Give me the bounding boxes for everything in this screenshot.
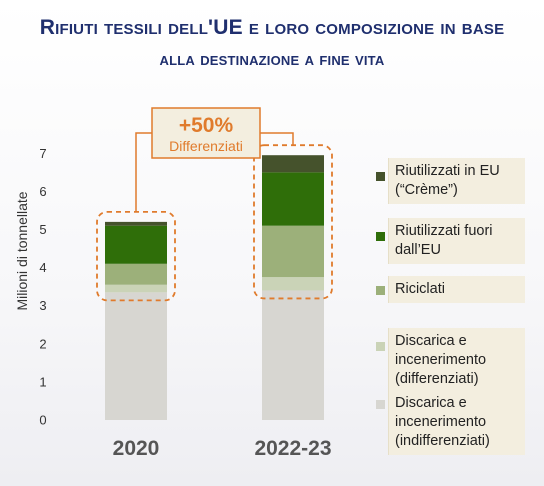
y-tick-label: 0 [39,413,46,428]
legend-label-disposal-sorted: Discarica e incenerimento (differenziati… [388,328,525,393]
callout-label: Differenziati [169,138,243,154]
legend-label-reuse-outside: Riutilizzati fuori dall’EU [388,218,525,264]
y-tick-label: 7 [39,146,46,161]
y-tick-label: 4 [39,260,46,275]
legend-swatch-reuse-outside [376,232,385,241]
bar-segment-disposal-sorted-2022-23 [262,277,324,291]
bar-segment-creme-2020 [105,221,167,226]
chart-title-line1: Rifiuti tessili dell'UE e loro composizi… [39,16,505,39]
bar-segment-reuse-outside-2020 [105,225,167,264]
bar-segment-creme-2022-23 [262,155,324,173]
y-tick-label: 5 [39,222,46,237]
legend-swatch-disposal-unsorted [376,400,385,409]
bar-segment-recycled-2022-23 [262,225,324,278]
x-tick-label-2020: 2020 [113,437,160,460]
legend-swatch-creme [376,172,385,181]
callout-group: +50% Differenziati [135,107,294,212]
y-tick-label: 1 [39,374,46,389]
legend-label-recycled: Riciclati [388,276,525,303]
bar-segment-disposal-unsorted-2022-23 [262,290,324,420]
legend-swatch-disposal-sorted [376,342,385,351]
legend-label-disposal-unsorted: Discarica e incenerimento (indifferenzia… [388,390,525,455]
x-tick-label-2022-23: 2022-23 [254,437,331,460]
y-tick-label: 3 [39,298,46,313]
callout-box [151,107,261,159]
bar-segment-disposal-sorted-2020 [105,284,167,293]
y-axis: 0 1 2 3 4 5 6 7 [39,146,46,428]
callout-connector [135,132,294,212]
chart-title-line2: alla destinazione a fine vita [159,49,385,69]
bar-segment-recycled-2020 [105,263,167,285]
x-axis: 2020 2022-23 [113,437,332,460]
y-tick-label: 2 [39,336,46,351]
y-tick-label: 6 [39,184,46,199]
legend-label-creme: Riutilizzati in EU (“Crème”) [388,158,525,204]
bar-segment-reuse-outside-2022-23 [262,172,324,226]
bar-segment-disposal-unsorted-2020 [105,292,167,420]
bars-group [96,144,333,420]
y-axis-label: Milioni di tonnellate [14,191,30,310]
callout-value: +50% [179,114,234,137]
chart-title: Rifiuti tessili dell'UE e loro composizi… [0,14,544,73]
legend-swatch-recycled [376,286,385,295]
